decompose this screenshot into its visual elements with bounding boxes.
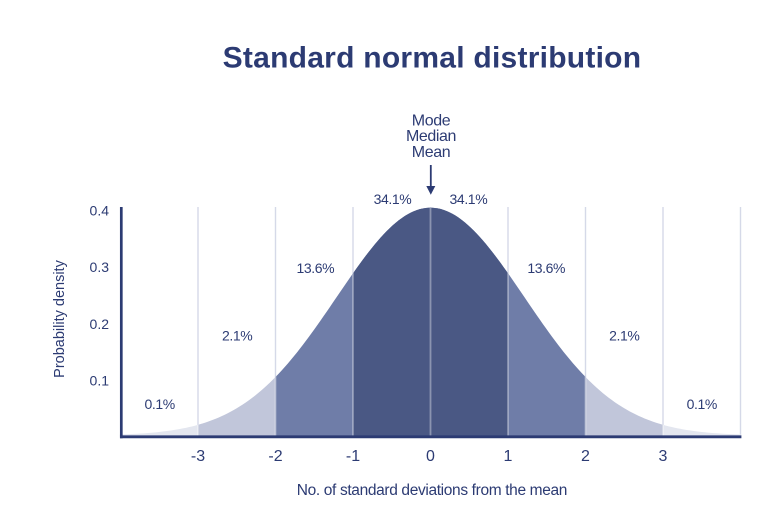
svg-text:0.1: 0.1 xyxy=(90,373,110,389)
svg-text:0.1%: 0.1% xyxy=(144,396,174,412)
svg-text:0.3: 0.3 xyxy=(90,259,110,275)
svg-text:2.1%: 2.1% xyxy=(609,328,639,344)
svg-text:Median: Median xyxy=(406,128,456,145)
svg-text:0.2: 0.2 xyxy=(90,316,110,332)
svg-text:0.1%: 0.1% xyxy=(687,396,717,412)
svg-text:-3: -3 xyxy=(191,448,205,465)
svg-text:2: 2 xyxy=(581,448,590,465)
svg-text:0: 0 xyxy=(426,448,435,465)
svg-text:13.6%: 13.6% xyxy=(527,260,565,276)
svg-text:34.1%: 34.1% xyxy=(374,191,412,207)
svg-text:-2: -2 xyxy=(268,448,282,465)
svg-text:-1: -1 xyxy=(346,448,360,465)
svg-text:34.1%: 34.1% xyxy=(450,191,488,207)
svg-text:13.6%: 13.6% xyxy=(296,260,334,276)
svg-text:No. of standard deviations fro: No. of standard deviations from the mean xyxy=(297,482,567,499)
svg-text:Standard normal distribution: Standard normal distribution xyxy=(223,42,642,75)
svg-text:3: 3 xyxy=(659,448,668,465)
svg-text:Mode: Mode xyxy=(412,113,451,130)
svg-text:2.1%: 2.1% xyxy=(222,328,252,344)
svg-text:Mean: Mean xyxy=(412,144,450,161)
svg-text:Probability density: Probability density xyxy=(52,259,68,377)
svg-text:1: 1 xyxy=(504,448,513,465)
svg-text:0.4: 0.4 xyxy=(90,203,110,219)
